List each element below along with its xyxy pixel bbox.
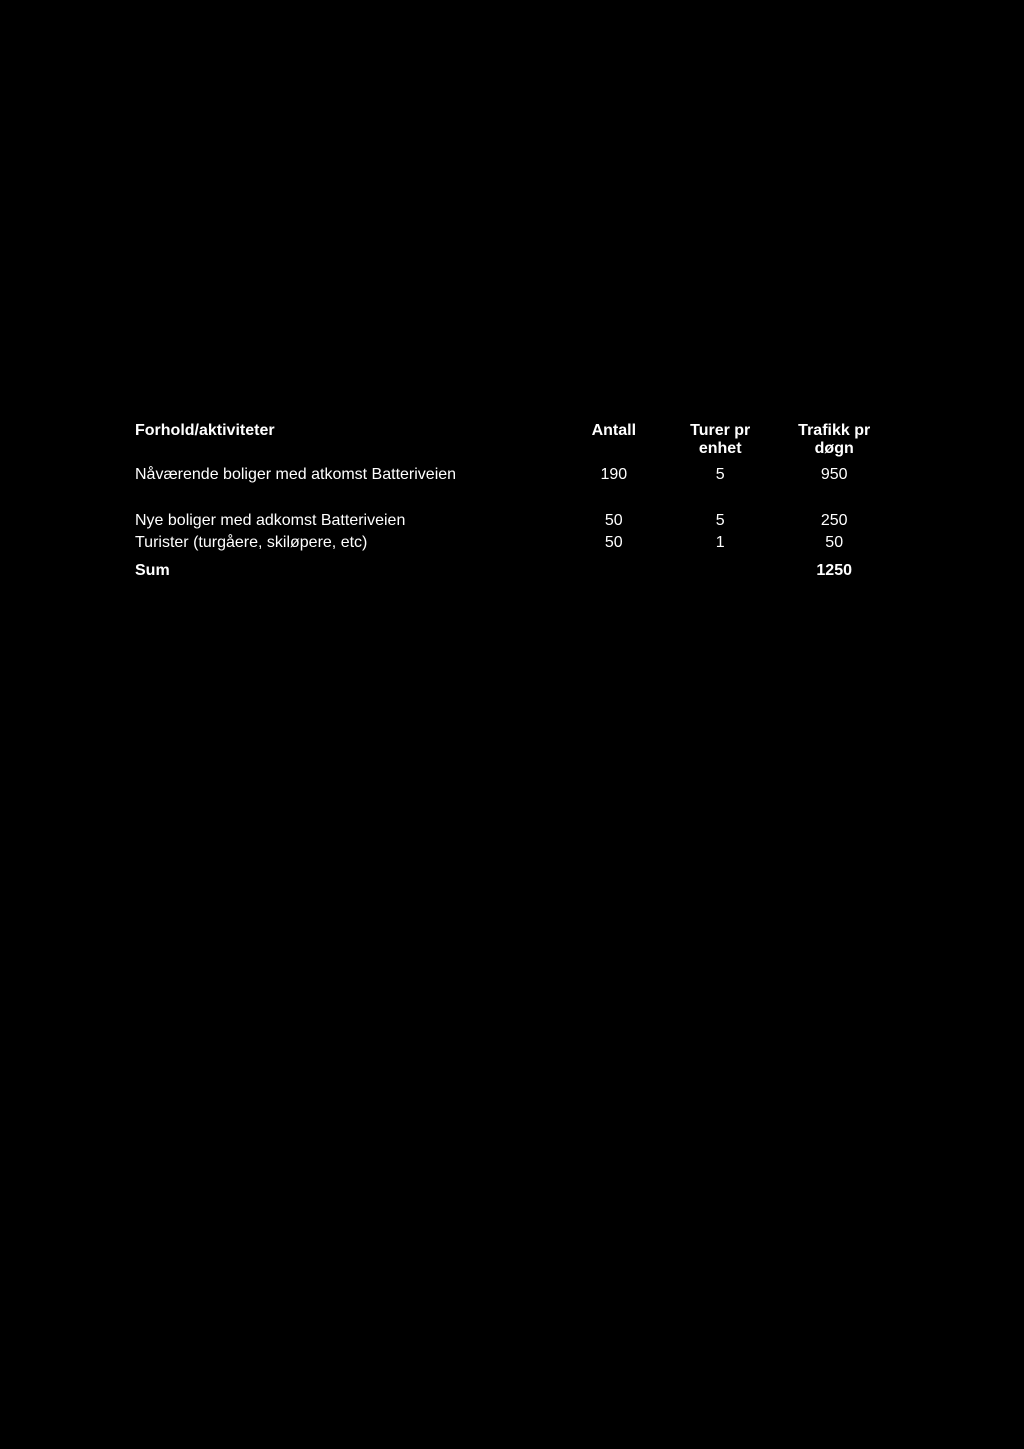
sum-empty-2 — [667, 558, 773, 582]
table-header-row-2: enhet døgn — [135, 440, 895, 464]
row-desc: Nye boliger med adkomst Batteriveien — [135, 510, 561, 532]
header-turer-line1: Turer pr — [667, 420, 773, 440]
row-trafikk: 250 — [773, 510, 895, 532]
row-antall: 190 — [561, 464, 667, 486]
row-turer: 5 — [667, 510, 773, 532]
table-row: Nye boliger med adkomst Batteriveien 50 … — [135, 510, 895, 532]
header-forhold: Forhold/aktiviteter — [135, 420, 561, 440]
header-turer-line2: enhet — [667, 440, 773, 464]
sum-row: Sum 1250 — [135, 558, 895, 582]
row-desc: Nåværende boliger med atkomst Batterivei… — [135, 464, 561, 486]
traffic-table-container: Forhold/aktiviteter Antall Turer pr Traf… — [135, 420, 895, 582]
header-trafikk-line2: døgn — [773, 440, 895, 464]
traffic-table: Forhold/aktiviteter Antall Turer pr Traf… — [135, 420, 895, 582]
sum-label: Sum — [135, 558, 561, 582]
header-antall: Antall — [561, 420, 667, 440]
row-antall: 50 — [561, 532, 667, 554]
row-trafikk: 950 — [773, 464, 895, 486]
table-row: Nåværende boliger med atkomst Batterivei… — [135, 464, 895, 486]
spacer-row — [135, 486, 895, 510]
sum-value: 1250 — [773, 558, 895, 582]
table-header-row-1: Forhold/aktiviteter Antall Turer pr Traf… — [135, 420, 895, 440]
header-trafikk-line1: Trafikk pr — [773, 420, 895, 440]
header-empty-2 — [561, 440, 667, 464]
row-antall: 50 — [561, 510, 667, 532]
row-turer: 1 — [667, 532, 773, 554]
sum-empty-1 — [561, 558, 667, 582]
header-empty-1 — [135, 440, 561, 464]
row-turer: 5 — [667, 464, 773, 486]
row-desc: Turister (turgåere, skiløpere, etc) — [135, 532, 561, 554]
table-row: Turister (turgåere, skiløpere, etc) 50 1… — [135, 532, 895, 554]
row-trafikk: 50 — [773, 532, 895, 554]
